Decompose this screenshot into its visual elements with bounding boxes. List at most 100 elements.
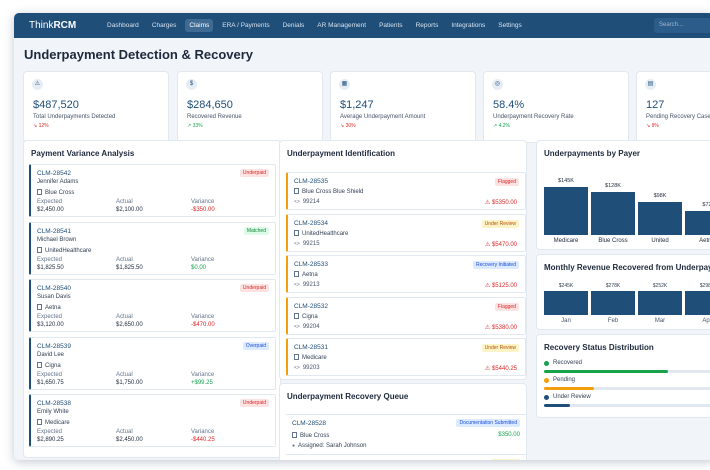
building-icon xyxy=(37,419,42,425)
assignee-name: Assigned: Sarah Johnson xyxy=(298,443,367,449)
variance-value: -$350.00 xyxy=(191,207,215,213)
actual-value: $2,100.00 xyxy=(116,207,143,213)
progress-fill xyxy=(544,404,570,407)
variance-value: -$440.25 xyxy=(191,437,215,443)
actual-label: Actual xyxy=(116,199,133,205)
claim-id[interactable]: CLM-28539 xyxy=(37,342,71,350)
bar-mar[interactable] xyxy=(638,291,682,315)
bar-united[interactable] xyxy=(638,202,682,235)
identification-card[interactable]: CLM-28535 Flagged Blue Cross Blue Shield <>… xyxy=(286,172,526,210)
claim-id[interactable]: CLM-28542 xyxy=(37,170,71,177)
nav-link-claims[interactable]: Claims xyxy=(185,19,214,32)
variance-card[interactable]: CLM-28542 Underpaid Jennifer Adams Blue Cro… xyxy=(29,164,276,217)
app-logo[interactable]: ThinkRCM xyxy=(29,20,103,31)
status-badge: Overpaid xyxy=(242,341,269,350)
nav-link-dashboard[interactable]: Dashboard xyxy=(107,22,139,29)
bar-jan[interactable] xyxy=(544,291,588,315)
claim-id[interactable]: CLM-28534 xyxy=(294,219,328,227)
variance-amount: ⚠ $5470.00 xyxy=(485,241,517,248)
actual-label: Actual xyxy=(116,314,133,320)
payer-row: Aetna xyxy=(294,271,318,278)
building-icon xyxy=(294,312,299,319)
identification-card[interactable]: CLM-28531 Under Review Medicare <> 99203 ⚠ $5… xyxy=(286,338,526,376)
code-icon: <> xyxy=(294,365,300,371)
bar-aetna[interactable] xyxy=(685,211,710,235)
status-badge: Underpaid xyxy=(239,284,269,292)
bar-feb[interactable] xyxy=(591,291,635,315)
actual-label: Actual xyxy=(116,429,133,435)
actual-value: $2,650.00 xyxy=(116,322,143,328)
claim-id[interactable]: CLM-28538 xyxy=(37,400,71,407)
kpi-value: $1,247 xyxy=(340,99,374,111)
bar-apr[interactable] xyxy=(685,291,710,315)
variance-card[interactable]: CLM-28538 Underpaid Emily White Medicare Exp… xyxy=(29,394,276,447)
procedure-code: 99215 xyxy=(302,240,320,247)
building-icon xyxy=(294,188,299,194)
variance-amount: ⚠ $5440.25 xyxy=(485,365,517,372)
claim-id[interactable]: CLM-28528 xyxy=(292,420,326,427)
status-badge: Under Review xyxy=(481,344,519,352)
claim-id[interactable]: CLM-28535 xyxy=(294,178,328,185)
progress-fill xyxy=(544,370,668,373)
nav-link-settings[interactable]: Settings xyxy=(498,22,522,29)
kpi-card: $ $284,650 Recovered Revenue ↗ 33% xyxy=(177,71,323,143)
variance-card[interactable]: CLM-28541 Matched Michael Brown UnitedHealt… xyxy=(29,221,276,275)
kpi-value: 127 xyxy=(646,99,665,111)
nav-link-era-payments[interactable]: ERA / Payments xyxy=(222,22,270,29)
variance-label: Variance xyxy=(191,371,215,378)
identification-card[interactable]: CLM-28533 Recovery Initiated Aetna <> 99213 ⚠… xyxy=(286,255,526,293)
chart-title: Monthly Revenue Recovered from Underpaym… xyxy=(544,263,710,272)
claim-id[interactable]: CLM-28532 xyxy=(294,302,328,310)
variance-label: Variance xyxy=(191,199,215,205)
progress-track xyxy=(544,404,710,407)
bar-value-label: $72 xyxy=(702,202,710,208)
chart-title: Underpayments by Payer xyxy=(544,149,641,158)
identification-card[interactable]: CLM-28532 Flagged Cigna <> 99204 ⚠ $5380.00 xyxy=(286,296,526,335)
kpi-value: $284,650 xyxy=(187,99,233,111)
variance-card[interactable]: CLM-28540 Underpaid Susan Davis Aetna Expect… xyxy=(29,279,276,332)
kpi-value: $487,520 xyxy=(33,99,79,111)
logo-text-light: Think xyxy=(29,20,54,31)
bar-value-label: $98K xyxy=(653,193,667,200)
variance-card[interactable]: CLM-28539 Overpaid David Lee Cigna Expected $… xyxy=(29,336,276,390)
search-input[interactable]: Search... xyxy=(654,18,710,33)
claim-id[interactable]: CLM-28541 xyxy=(37,227,71,235)
code-icon: <> xyxy=(294,240,300,247)
actual-value: $1,825.50 xyxy=(116,264,143,271)
claim-id[interactable]: CLM-28531 xyxy=(294,344,328,351)
procedure-code: 99213 xyxy=(302,282,320,288)
nav-link-denials[interactable]: Denials xyxy=(282,22,305,29)
nav-link-charges[interactable]: Charges xyxy=(151,22,177,29)
kpi-card: ⚠ $487,520 Total Underpayments Detected ↘ 1… xyxy=(23,71,169,143)
dollar-icon: $ xyxy=(186,79,197,90)
app-window: ThinkRCM Dashboard Charges Claims ERA / Pay… xyxy=(14,13,710,460)
kpi-card: ▤ 127 Pending Recovery Cases ↘ 9% xyxy=(636,71,710,143)
nav-link-patients[interactable]: Patients xyxy=(379,22,403,29)
nav-link-integrations[interactable]: Integrations xyxy=(451,22,486,29)
progress-track xyxy=(544,387,710,390)
bar-value-label: $128K xyxy=(605,183,621,190)
payer-row: Blue Cross xyxy=(292,432,329,439)
bar-blue-cross[interactable] xyxy=(591,192,635,235)
bar-category-label: Aetna xyxy=(699,238,710,244)
amount-value: $5440.25 xyxy=(491,366,517,372)
patient-name: Susan Davis xyxy=(37,294,71,300)
amount-value: $5380.00 xyxy=(491,324,517,331)
nav-link-ar-management[interactable]: AR Management xyxy=(317,22,367,29)
claim-id[interactable]: CLM-28533 xyxy=(294,261,328,268)
page-title: Underpayment Detection & Recovery xyxy=(24,47,254,62)
amount-value: $5470.00 xyxy=(491,241,517,248)
identification-card[interactable]: CLM-28534 Under Review UnitedHealthcare <> 9… xyxy=(286,213,526,252)
claim-id[interactable]: CLM-28540 xyxy=(37,285,71,292)
queue-item[interactable]: CLM-28527Follow-Up xyxy=(286,454,526,460)
payer-row: Blue Cross Blue Shield xyxy=(294,188,363,195)
queue-item[interactable]: CLM-28528 Documentation Submitted Blue Cro… xyxy=(286,414,526,454)
payer-name: Blue Cross xyxy=(300,433,330,439)
nav-link-reports[interactable]: Reports xyxy=(415,22,439,29)
expected-value: $2,890.25 xyxy=(37,437,64,443)
variance-amount: ⚠ $5125.00 xyxy=(485,282,517,289)
building-icon xyxy=(294,354,299,360)
expected-label: Expected xyxy=(37,371,63,378)
procedure-code-row: <> 99215 xyxy=(294,241,320,247)
bar-medicare[interactable] xyxy=(544,186,588,235)
